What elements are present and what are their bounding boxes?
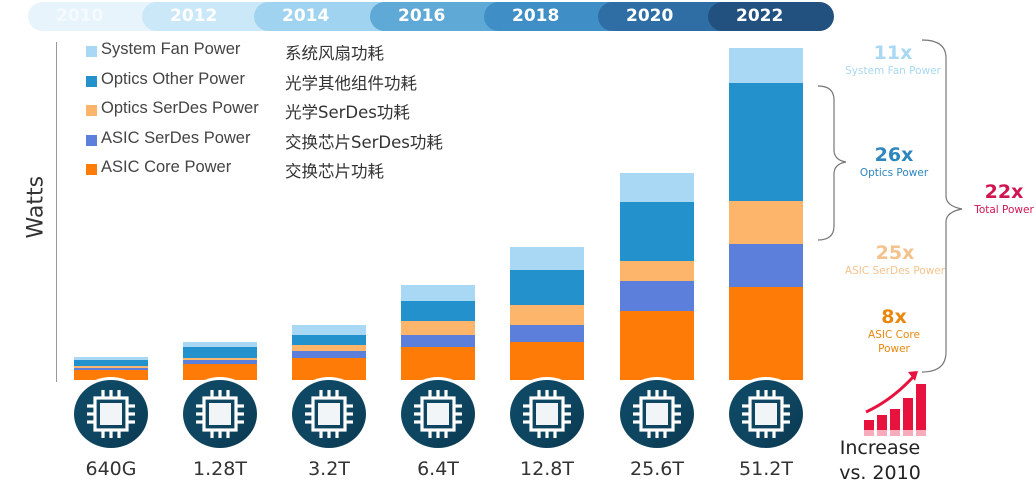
bar-segment-optics-other-power [401, 301, 475, 321]
bar-segment-asic-core-power [74, 370, 148, 380]
processor-chip-icon [507, 377, 587, 451]
annotation-label: Optics Power [859, 167, 929, 179]
bar-segment-system-fan-power [510, 247, 584, 270]
bar-group-12.8T: 12.8T [507, 247, 587, 480]
bar-segment-system-fan-power [183, 342, 257, 347]
x-tick-label: 1.28T [193, 458, 247, 480]
x-tick-label: 51.2T [739, 458, 793, 480]
bar-group-1.28T: 1.28T [180, 342, 260, 480]
processor-chip-icon [398, 377, 478, 451]
bar-segment-asic-serdes-power [401, 335, 475, 347]
bar-segment-optics-serdes-power [401, 321, 475, 335]
bar-segment-asic-serdes-power [74, 368, 148, 370]
bar-segment-asic-core-power [183, 364, 257, 380]
bar-segment-asic-serdes-power [510, 325, 584, 342]
annotation-value: 26x [874, 144, 914, 166]
growth-bars-arrow-icon [864, 371, 926, 436]
annotation-label: System Fan Power [845, 65, 941, 77]
annotation-asic-serdes-power: 25x ASIC SerDes Power [836, 242, 954, 278]
annotation-label: Total Power [974, 204, 1034, 216]
bar-group-25.6T: 25.6T [617, 173, 697, 480]
legend-label-en: ASIC Core Power [101, 158, 232, 176]
annotation-value: 8x [881, 306, 907, 328]
y-axis-line [56, 42, 57, 382]
bar-segment-optics-other-power [729, 83, 803, 201]
bar-segment-optics-other-power [292, 335, 366, 345]
bar-segment-system-fan-power [620, 173, 694, 202]
total-brace [921, 39, 963, 373]
x-tick-label: 12.8T [520, 458, 574, 480]
legend-swatch [86, 105, 97, 116]
bar-segment-asic-serdes-power [292, 351, 366, 358]
legend-swatch [86, 164, 97, 175]
bar-segment-optics-serdes-power [292, 345, 366, 351]
bar-segment-system-fan-power [74, 357, 148, 360]
legend-label-en: ASIC SerDes Power [101, 128, 251, 147]
processor-chip-icon [726, 377, 806, 451]
bar-segment-asic-core-power [620, 311, 694, 380]
annotation-optics-power: 26x Optics Power [846, 144, 942, 180]
legend-label-en: System Fan Power [101, 40, 241, 58]
bar-segment-optics-other-power [74, 360, 148, 366]
annotation-label: ASIC SerDes Power [844, 265, 946, 277]
bar-segment-optics-other-power [510, 270, 584, 305]
bar-segment-optics-serdes-power [620, 261, 694, 281]
bar-segment-system-fan-power [292, 325, 366, 335]
x-tick-label: 640G [86, 458, 137, 480]
annotation-total-power: 22x Total Power [966, 181, 1036, 217]
timeline-bar: 2010 2012 2014 2016 2018 2020 2022 [0, 0, 1036, 34]
processor-chip-icon [180, 377, 260, 451]
bar-segment-system-fan-power [401, 285, 475, 301]
increase-caption: Increase vs. 2010 [838, 436, 922, 486]
legend-swatch [86, 46, 97, 57]
increase-line1: Increase [839, 437, 921, 459]
bar-segment-optics-other-power [620, 202, 694, 261]
bar-group-6.4T: 6.4T [398, 285, 478, 480]
bar-segment-asic-serdes-power [729, 244, 803, 287]
legend-label-en: Optics SerDes Power [101, 99, 259, 117]
brace-lines [817, 39, 963, 373]
bar-segment-asic-serdes-power [620, 281, 694, 311]
bar-segment-optics-other-power [183, 347, 257, 358]
bar-segment-asic-core-power [729, 287, 803, 380]
annotation-value: 22x [984, 181, 1024, 203]
bar-group-640G: 640G [71, 357, 151, 480]
legend-label-cn: 交换芯片SerDes功耗 [285, 132, 443, 152]
bar-segment-asic-core-power [292, 358, 366, 380]
annotation-value: 25x [875, 242, 915, 264]
timeline-year-2022: 2022 [708, 2, 834, 31]
processor-chip-icon [617, 377, 697, 451]
bar-segment-system-fan-power [729, 48, 803, 83]
bar-segment-optics-serdes-power [183, 358, 257, 360]
increase-line2: vs. 2010 [839, 462, 921, 484]
bar-segment-asic-core-power [510, 342, 584, 380]
bar-segment-optics-serdes-power [74, 366, 148, 368]
x-tick-label: 25.6T [630, 458, 684, 480]
annotation-value: 11x [873, 42, 913, 64]
legend-label-cn: 光学其他组件功耗 [285, 73, 417, 93]
legend-label-en: Optics Other Power [101, 69, 245, 88]
bar-segment-asic-core-power [401, 347, 475, 380]
x-tick-label: 6.4T [417, 458, 459, 480]
bar-group-51.2T: 51.2T [726, 48, 806, 480]
optics-brace [817, 85, 847, 241]
legend-label-cn: 系统风扇功耗 [285, 44, 384, 63]
processor-chip-icon [71, 377, 151, 451]
annotation-system-fan-power: 11x System Fan Power [838, 42, 948, 78]
legend-label-cn: 交换芯片功耗 [285, 162, 384, 181]
bar-group-3.2T: 3.2T [289, 325, 369, 480]
x-tick-label: 3.2T [308, 458, 350, 480]
annotation-asic-core-power: 8x ASIC Core Power [846, 306, 942, 356]
bar-segment-optics-serdes-power [510, 305, 584, 325]
legend-swatch [86, 75, 97, 87]
annotation-label: ASIC Core Power [868, 329, 920, 355]
bar-segment-optics-serdes-power [729, 201, 803, 244]
legend-label-cn: 光学SerDes功耗 [285, 103, 410, 122]
processor-chip-icon [289, 377, 369, 451]
legend-swatch [86, 134, 97, 146]
bar-segment-asic-serdes-power [183, 360, 257, 364]
